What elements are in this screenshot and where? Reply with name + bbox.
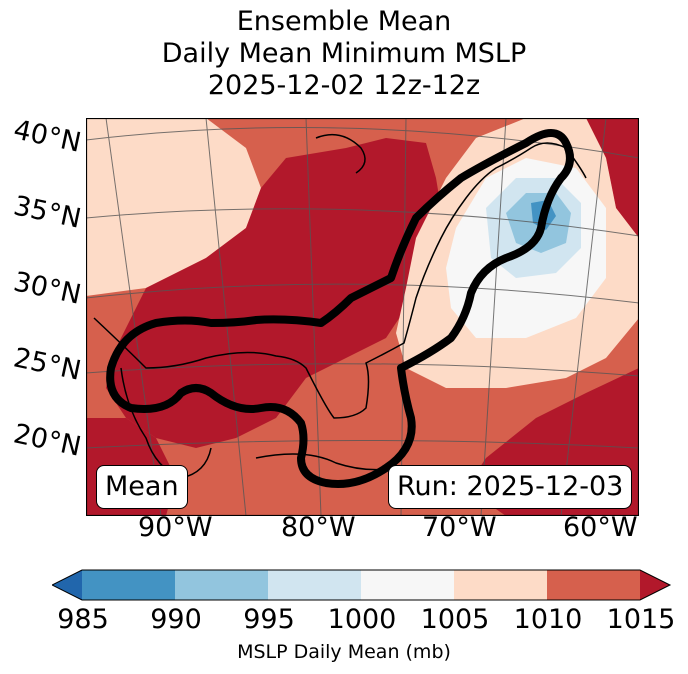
colorbar-tick-985: 985	[57, 604, 109, 635]
parallel-30n	[85, 283, 640, 304]
lat-label-40n: 40°N	[10, 114, 84, 159]
run-date-annotation: Run: 2025-12-03	[388, 465, 633, 509]
parallel-25n	[85, 363, 640, 377]
highlight-contour	[106, 129, 574, 488]
colorbar-tick-1015: 1015	[606, 604, 676, 635]
colorbar-segment-985-990	[82, 570, 175, 600]
coastline-great-lakes	[315, 133, 366, 174]
colorbar-tick-1000: 1000	[327, 604, 397, 635]
meridian-65w	[560, 117, 607, 517]
colorbar-tick-990: 990	[150, 604, 202, 635]
meridian-85w	[205, 117, 247, 517]
title-line-3: 2025-12-02 12z-12z	[207, 70, 481, 101]
lat-label-35n: 35°N	[10, 190, 84, 235]
meridian-80w	[305, 117, 322, 517]
map-panel	[85, 117, 640, 517]
field-above-1015-central	[106, 138, 446, 448]
colorbar-extend-high	[640, 570, 670, 600]
colorbar-segment-995-1000	[268, 570, 361, 600]
field-above-1015-northeast	[586, 118, 639, 238]
colorbar-segment-1000-1005	[361, 570, 454, 600]
colorbar-tick-995: 995	[243, 604, 295, 635]
map-frame	[85, 117, 640, 517]
coastline-us	[93, 142, 587, 419]
title-line-1: Ensemble Mean	[236, 6, 452, 37]
colorbar	[52, 569, 672, 601]
parallel-35n	[85, 208, 640, 237]
coastline	[93, 133, 587, 479]
lat-label-25n: 25°N	[10, 342, 84, 387]
title-line-2: Daily Mean Minimum MSLP	[161, 38, 527, 69]
lon-label-70w: 70°W	[422, 512, 497, 543]
colorbar-segment-990-995	[175, 570, 268, 600]
colorbar-tick-1005: 1005	[420, 604, 490, 635]
field-1005-left	[86, 118, 261, 296]
mean-annotation: Mean	[96, 465, 188, 509]
parallel-20n	[85, 440, 640, 449]
lat-label-20n: 20°N	[10, 418, 84, 463]
colorbar-label: MSLP Daily Mean (mb)	[237, 641, 451, 663]
colorbar-extend-low	[52, 570, 82, 600]
lon-label-80w: 80°W	[281, 512, 356, 543]
lat-label-30n: 30°N	[10, 266, 84, 311]
colorbar-outline	[52, 569, 672, 601]
colorbar-segment-1010-1015	[547, 570, 640, 600]
lon-label-90w: 90°W	[138, 512, 213, 543]
map-canvas	[85, 117, 640, 517]
meridian-70w	[480, 117, 507, 517]
meridian-90w	[105, 117, 162, 517]
lon-label-60w: 60°W	[563, 512, 638, 543]
colorbar-tick-1010: 1010	[513, 604, 583, 635]
colorbar-segment-1005-1010	[454, 570, 547, 600]
